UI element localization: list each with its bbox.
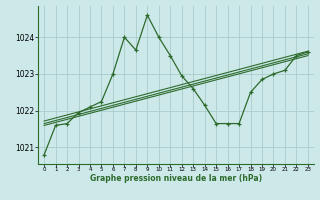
X-axis label: Graphe pression niveau de la mer (hPa): Graphe pression niveau de la mer (hPa) [90,174,262,183]
